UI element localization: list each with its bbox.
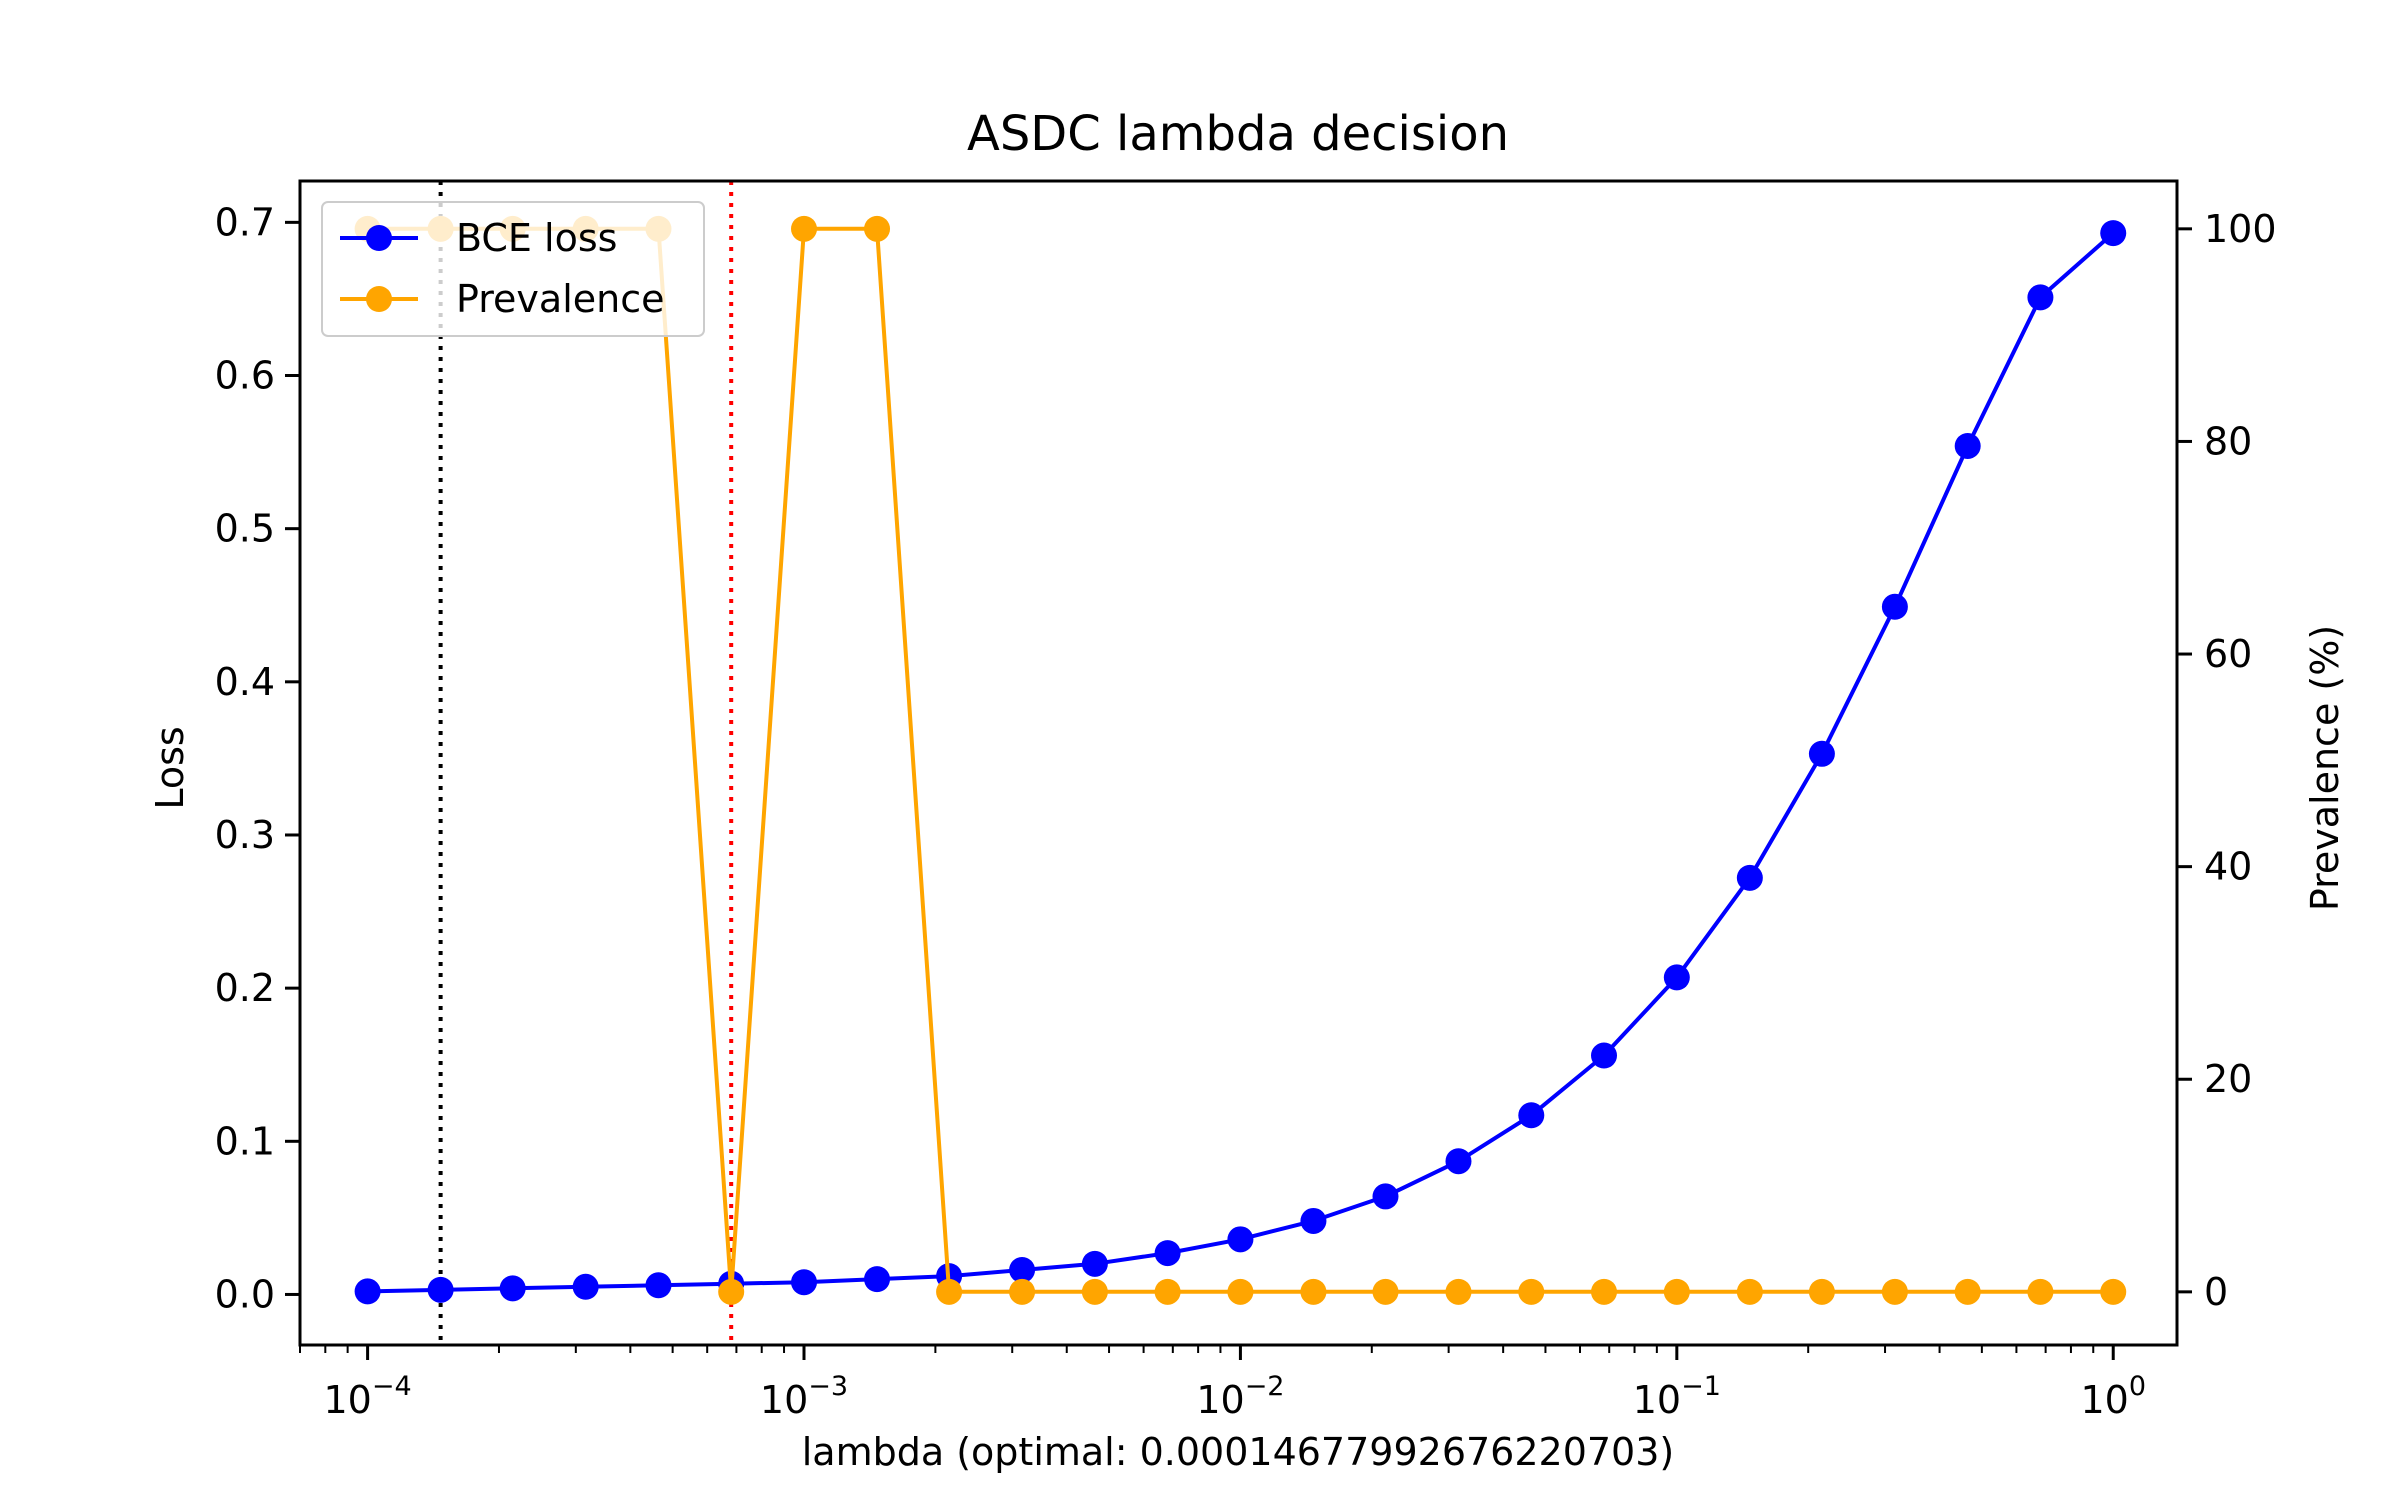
data-point-bce-loss [1372,1183,1399,1210]
data-point-bce-loss [645,1272,672,1299]
data-point-prevalence [791,215,818,242]
left-y-tick-label: 0.0 [215,1272,275,1316]
left-y-axis-label: Loss [148,726,192,809]
legend-marker-prevalence [366,286,392,312]
right-y-axis-ticks: 0 20 40 60 80 100 [2177,207,2277,1314]
data-point-prevalence [1154,1278,1181,1305]
right-y-tick-label: 80 [2204,419,2252,463]
data-point-prevalence [1663,1278,1690,1305]
legend-label-prevalence: Prevalence [456,277,664,321]
left-y-tick-label: 0.5 [215,507,275,551]
chart-title: ASDC lambda decision [967,106,1509,162]
data-point-prevalence [1009,1278,1036,1305]
data-point-prevalence [1081,1278,1108,1305]
data-point-prevalence [1591,1278,1618,1305]
data-point-bce-loss [1591,1042,1618,1069]
data-point-bce-loss [864,1266,891,1293]
left-y-tick-label: 0.3 [215,813,275,857]
data-point-prevalence [1518,1278,1545,1305]
x-axis-ticks: 10−4 10−3 10−2 10−1 100 [299,1345,2146,1422]
data-point-bce-loss [791,1269,818,1296]
x-tick-label: 10−3 [760,1371,848,1422]
left-y-axis-ticks: 0.0 0.1 0.2 0.3 0.4 0.5 0.6 0.7 [215,200,300,1316]
data-point-bce-loss [1227,1226,1254,1253]
data-point-bce-loss [1881,593,1908,620]
plot-area [354,181,2127,1345]
data-point-bce-loss [1009,1256,1036,1283]
data-point-prevalence [1227,1278,1254,1305]
data-point-bce-loss [1736,864,1763,891]
data-point-prevalence [1300,1278,1327,1305]
data-point-bce-loss [1154,1240,1181,1267]
data-point-prevalence [1808,1278,1835,1305]
left-y-tick-label: 0.2 [215,966,275,1010]
data-point-bce-loss [1445,1148,1472,1175]
data-point-bce-loss [1808,740,1835,767]
legend-marker-bce-loss [366,225,392,251]
data-point-bce-loss [354,1278,381,1305]
left-y-tick-label: 0.1 [215,1119,275,1163]
left-y-tick-label: 0.7 [215,200,275,244]
data-point-prevalence [1954,1278,1981,1305]
x-axis-label: lambda (optimal: 0.00014677992676220703) [802,1430,1674,1474]
data-point-prevalence [1445,1278,1472,1305]
x-tick-label: 10−4 [324,1371,412,1422]
right-y-tick-label: 60 [2204,632,2252,676]
data-point-prevalence [2027,1278,2054,1305]
data-point-bce-loss [1518,1102,1545,1129]
data-point-bce-loss [2100,220,2127,247]
data-point-bce-loss [1081,1250,1108,1277]
plot-frame [298,179,2179,1347]
data-point-prevalence [864,215,891,242]
left-y-tick-label: 0.6 [215,354,275,398]
right-y-tick-label: 100 [2204,207,2277,251]
data-point-prevalence [1372,1278,1399,1305]
x-tick-label: 100 [2080,1371,2146,1422]
data-point-bce-loss [1954,432,1981,459]
data-point-bce-loss [499,1275,526,1302]
right-y-tick-label: 40 [2204,845,2252,889]
x-tick-label: 10−1 [1633,1371,1721,1422]
right-y-axis-label: Prevalence (%) [2303,625,2347,911]
data-point-prevalence [936,1278,963,1305]
data-point-prevalence [2100,1278,2127,1305]
data-point-bce-loss [427,1276,454,1303]
data-point-prevalence [718,1278,745,1305]
left-y-tick-label: 0.4 [215,660,275,704]
data-point-bce-loss [1663,964,1690,991]
data-point-bce-loss [572,1273,599,1300]
data-point-bce-loss [1300,1207,1327,1234]
right-y-tick-label: 0 [2204,1270,2228,1314]
data-point-prevalence [1881,1278,1908,1305]
right-y-tick-label: 20 [2204,1057,2252,1101]
data-point-prevalence [1736,1278,1763,1305]
data-point-bce-loss [2027,284,2054,311]
x-tick-label: 10−2 [1196,1371,1284,1422]
legend: BCE loss Prevalence [321,201,705,337]
legend-box [321,201,705,337]
legend-label-bce-loss: BCE loss [456,216,617,260]
